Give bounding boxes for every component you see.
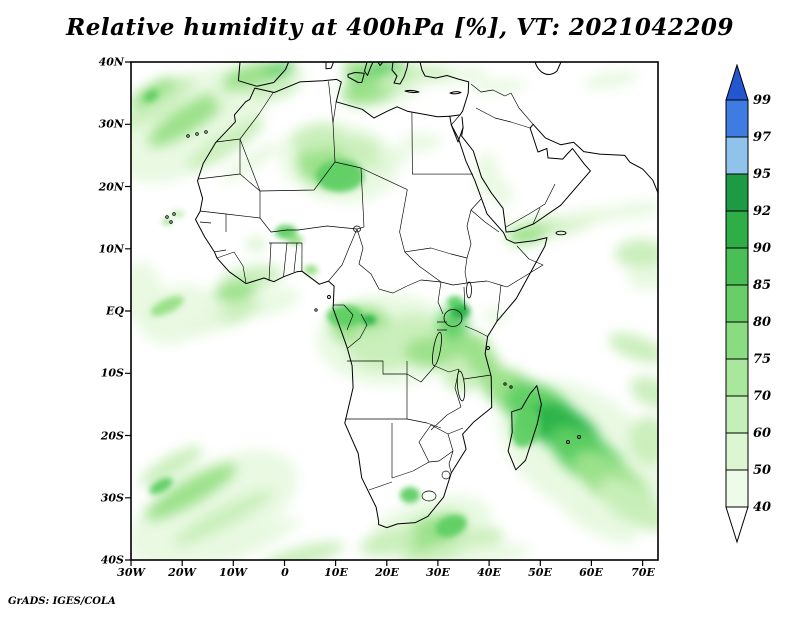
colorbar-segment — [725, 210, 749, 249]
colorbar-segment — [725, 395, 749, 434]
lat-tick-label: 40S — [100, 553, 124, 567]
colorbar-label: 60 — [753, 426, 771, 441]
colorbar-segment — [725, 173, 749, 212]
colorbar-segment — [725, 99, 749, 138]
colorbar-label: 95 — [753, 167, 771, 182]
colorbar-label: 99 — [753, 93, 771, 108]
colorbar-segment — [725, 247, 749, 286]
colorbar-label: 90 — [753, 241, 771, 256]
lat-ticks — [125, 61, 131, 561]
colorbar-label: 50 — [753, 463, 771, 478]
colorbar-label: 80 — [753, 315, 771, 330]
lon-tick-label: 20E — [375, 566, 399, 579]
lon-tick-label: 70E — [631, 566, 655, 579]
lon-tick-label: 40E — [477, 566, 501, 579]
map-plot-area — [131, 62, 658, 560]
lat-tick-label: 20N — [98, 180, 124, 194]
map-canvas — [125, 61, 659, 566]
lon-tick-label: 60E — [579, 566, 603, 579]
lon-tick-label: 20W — [168, 566, 196, 579]
humidity-shading — [131, 62, 658, 560]
colorbar-label: 85 — [753, 278, 771, 293]
colorbar-bottom-arrow — [725, 506, 749, 544]
colorbar: 99 97 95 92 90 85 80 75 70 60 50 40 — [725, 64, 771, 544]
colorbar-label: 40 — [753, 500, 771, 515]
lat-tick-label: 10N — [98, 242, 124, 256]
lat-tick-label: 30S — [100, 491, 124, 505]
colorbar-segment — [725, 321, 749, 360]
colorbar-segment — [725, 284, 749, 323]
country-borders — [197, 81, 556, 502]
colorbar-segment — [725, 358, 749, 397]
lat-tick-label: 30N — [98, 117, 124, 131]
lon-ticks — [130, 560, 644, 566]
lon-tick-label: 50E — [528, 566, 552, 579]
lon-tick-label: 30W — [117, 566, 145, 579]
colorbar-segment — [725, 432, 749, 471]
islands — [165, 130, 581, 444]
colorbar-label: 92 — [753, 204, 771, 219]
colorbar-top-arrow — [725, 64, 749, 101]
colorbar-segment — [725, 136, 749, 175]
lat-tick-label: EQ — [106, 304, 124, 318]
lon-tick-label: 10W — [219, 566, 247, 579]
lat-axis: 40N 30N 20N 10N EQ 10S 20S 30S 40S — [0, 0, 126, 618]
lat-tick-label: 20S — [100, 429, 124, 443]
colorbar-label: 97 — [753, 130, 771, 145]
coastlines — [195, 62, 658, 529]
colorbar-label: 70 — [753, 389, 771, 404]
lakes — [353, 225, 472, 402]
lon-tick-label: 10E — [324, 566, 348, 579]
colorbar-segment — [725, 469, 749, 508]
credit-text: GrADS: IGES/COLA — [8, 596, 116, 607]
lon-tick-label: 0 — [281, 566, 289, 579]
plot-title: Relative humidity at 400hPa [%], VT: 202… — [66, 14, 734, 41]
lon-tick-label: 30E — [426, 566, 450, 579]
colorbar-label: 75 — [753, 352, 771, 367]
lat-tick-label: 40N — [98, 55, 124, 69]
lat-tick-label: 10S — [100, 366, 124, 380]
